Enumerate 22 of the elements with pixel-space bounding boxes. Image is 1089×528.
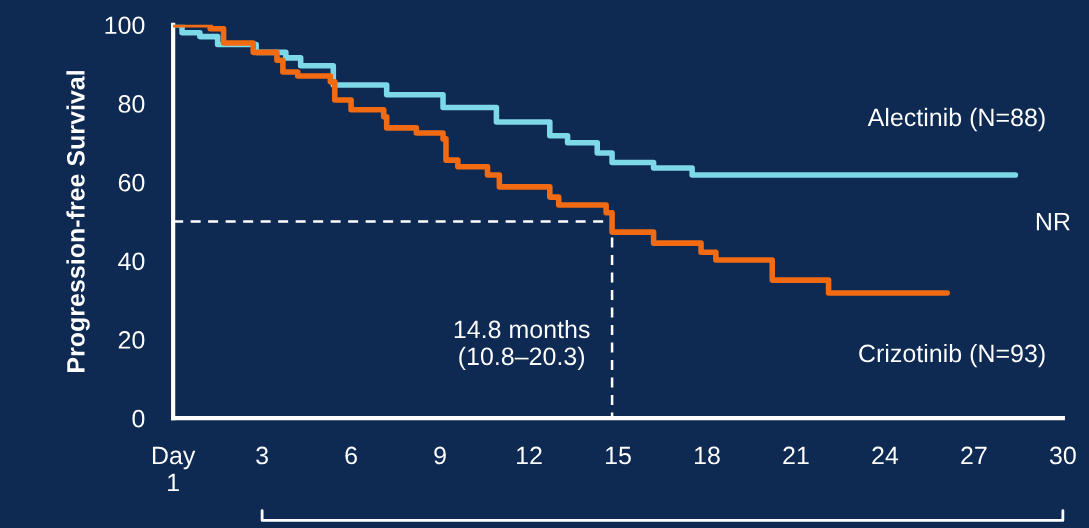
- x-tick-label: 15: [606, 446, 631, 465]
- y-axis-title: Progression-free Survival: [66, 71, 90, 372]
- x-tick-label: 18: [694, 446, 720, 465]
- x-tick-label: 21: [783, 446, 809, 465]
- y-tick-label: 0: [132, 409, 145, 428]
- series-label: Alectinib (N=88): [867, 107, 1045, 132]
- y-tick-label: 40: [118, 252, 145, 271]
- x-tick-label: 27: [961, 446, 987, 465]
- annotation: 14.8 months (10.8–20.3): [454, 319, 590, 371]
- annotation: NR: [1036, 212, 1070, 231]
- x-tick-label: 30: [1049, 446, 1076, 465]
- y-tick-label: 20: [118, 331, 145, 349]
- x-tick-label: 24: [872, 446, 899, 465]
- y-tick-label: 80: [118, 95, 145, 113]
- x-tick-label: 12: [517, 446, 542, 465]
- text: Crizotinib (N=93): [859, 343, 1045, 368]
- y-tick-label: 100: [105, 16, 145, 35]
- x-tick-label: Day 1: [152, 446, 196, 491]
- x-tick-label: 3: [256, 446, 268, 465]
- y-tick-label: 60: [118, 173, 145, 192]
- x-tick-label: 6: [345, 446, 357, 465]
- x-tick-label: 9: [434, 446, 446, 465]
